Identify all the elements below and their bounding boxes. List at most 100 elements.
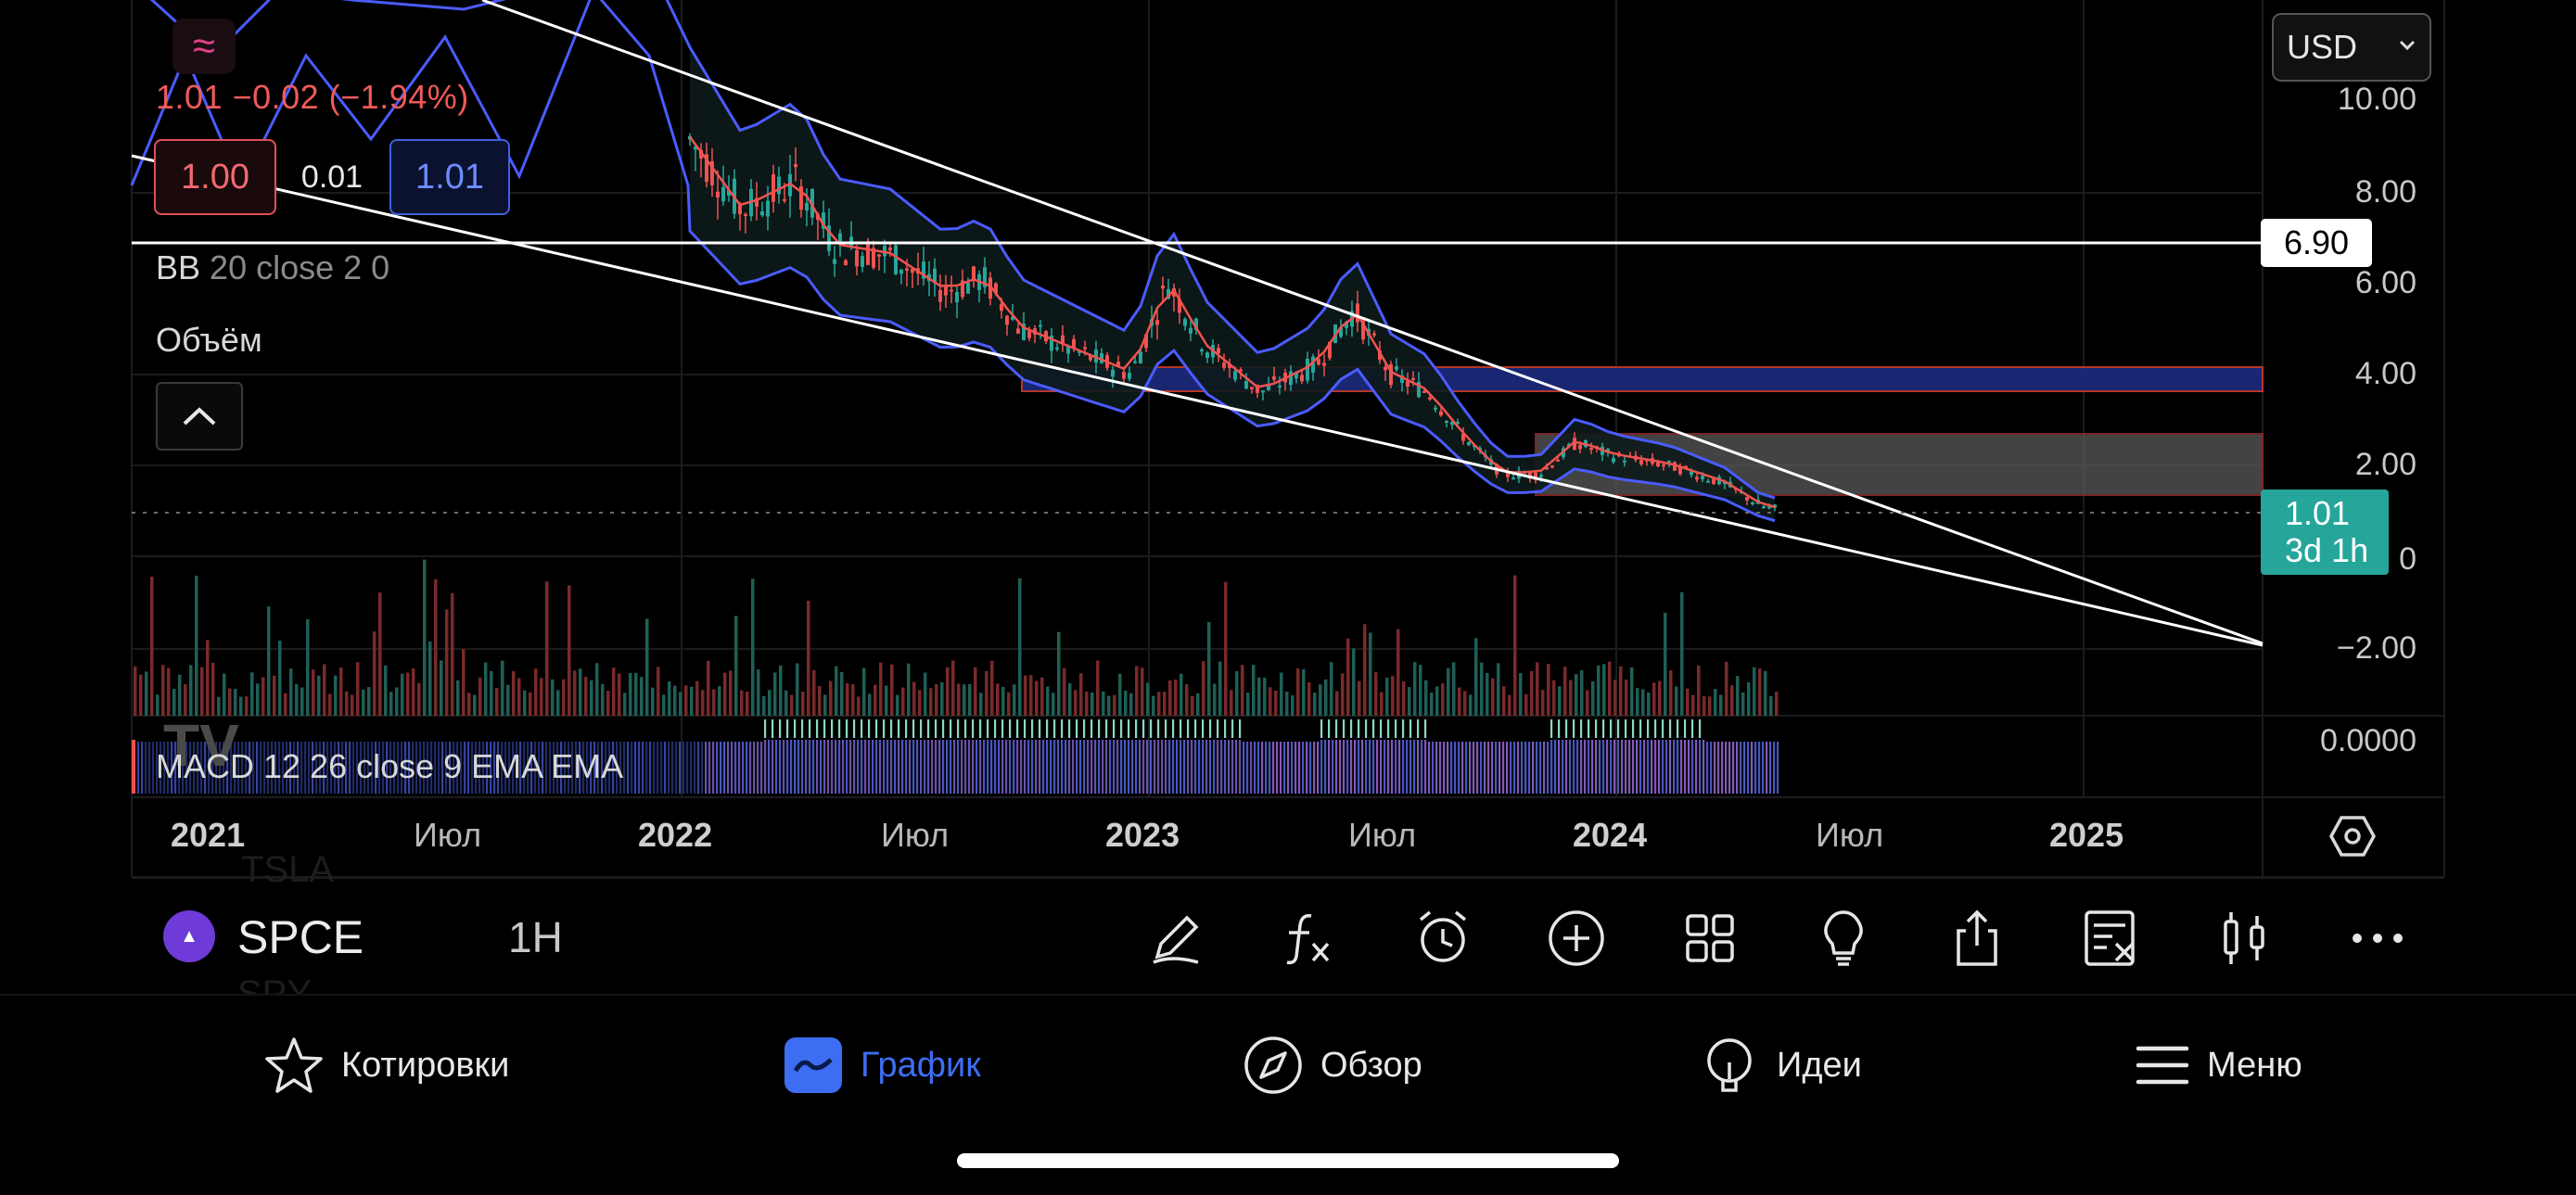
macd-signal-bar: [1610, 719, 1613, 738]
horizontal-line-price-tag[interactable]: 6.90: [2261, 219, 2372, 267]
symbol-legend-icon[interactable]: ≈: [172, 19, 236, 74]
volume-bar: [618, 673, 621, 716]
macd-signal-bar: [942, 719, 945, 738]
volume-bar: [573, 670, 577, 716]
candle-body: [1022, 324, 1026, 340]
volume-bar: [245, 696, 249, 716]
macd-bar: [1602, 740, 1605, 794]
macd-bar: [564, 742, 567, 794]
macd-bar: [805, 740, 808, 794]
macd-bar: [1328, 740, 1331, 794]
macd-bar: [749, 742, 752, 794]
trendline-upper[interactable]: [481, 0, 2264, 645]
volume-bar: [1257, 677, 1261, 716]
macd-bar: [156, 742, 159, 794]
volume-bar: [462, 649, 465, 716]
time-tick: 2022: [638, 816, 713, 854]
macd-bar: [1621, 740, 1624, 794]
macd-bar: [883, 740, 886, 794]
volume-bar: [1141, 667, 1144, 716]
time-tick: 2025: [2049, 816, 2124, 854]
candle-body: [1267, 384, 1270, 390]
volume-bar: [1313, 693, 1317, 716]
macd-signal-bar: [1343, 719, 1345, 738]
function-icon[interactable]: [1278, 907, 1341, 970]
pencil-icon[interactable]: [1144, 907, 1207, 970]
candle-body: [1311, 356, 1315, 374]
interval-button[interactable]: 1H: [508, 913, 563, 961]
chevron-up-icon: [183, 407, 216, 426]
time-tick: 2021: [171, 816, 246, 854]
macd-bar: [601, 742, 604, 794]
volume-bar: [963, 684, 966, 716]
home-indicator[interactable]: [957, 1153, 1619, 1168]
macd-bar: [141, 742, 144, 794]
macd-bar: [924, 740, 926, 794]
share-icon[interactable]: [1945, 907, 2009, 970]
candle-body: [922, 261, 925, 279]
bb-indicator-label[interactable]: BB 20 close 2 0: [156, 248, 389, 287]
macd-signal-bar: [1625, 719, 1627, 738]
macd-bar: [1773, 742, 1776, 794]
volume-bar: [317, 675, 321, 716]
volume-bar: [1057, 631, 1061, 716]
candle-body: [727, 189, 731, 196]
volume-bar: [495, 688, 499, 716]
volume-bar: [139, 674, 143, 716]
volume-bar: [1691, 694, 1695, 716]
macd-bar: [1265, 742, 1268, 794]
candle-body: [794, 163, 797, 168]
symbol-logo[interactable]: ▲: [163, 910, 215, 962]
candle-body: [1695, 477, 1699, 480]
grid-icon[interactable]: [1678, 907, 1741, 970]
star-icon: [265, 1037, 323, 1093]
bar-countdown: 3d 1h: [2285, 531, 2369, 569]
sell-price-button[interactable]: 1.00: [154, 139, 276, 215]
macd-signal-bar: [1001, 719, 1004, 738]
buy-price-button[interactable]: 1.01: [389, 139, 510, 215]
macd-bar: [1469, 742, 1472, 794]
macd-signal-bar: [1328, 719, 1331, 738]
macd-bar: [267, 742, 270, 794]
volume-bar: [512, 671, 516, 716]
candle-body: [1300, 375, 1304, 382]
add-icon[interactable]: [1545, 907, 1608, 970]
volume-bar: [1680, 591, 1684, 716]
candle-body: [961, 280, 964, 298]
alarm-icon[interactable]: [1411, 907, 1474, 970]
chart-settings-icon[interactable]: [2329, 814, 2376, 858]
trendline-lower[interactable]: [131, 154, 2264, 647]
currency-select[interactable]: USD: [2272, 13, 2431, 82]
nav-overview[interactable]: Обзор: [1243, 1033, 1422, 1098]
macd-signal-bar: [1699, 719, 1702, 738]
macd-bar: [1013, 740, 1015, 794]
lightbulb-icon[interactable]: [1812, 907, 1875, 970]
nav-ideas[interactable]: Идеи: [1699, 1033, 1862, 1098]
volume-bar: [1491, 678, 1495, 716]
symbol-name[interactable]: SPCE: [237, 911, 364, 963]
volume-bar: [1458, 687, 1461, 716]
macd-indicator-label[interactable]: MACD 12 26 close 9 EMA EMA: [156, 747, 624, 785]
nav-quotes[interactable]: Котировки: [263, 1033, 509, 1098]
nav-menu[interactable]: Меню: [2135, 1033, 2302, 1098]
macd-bar: [1217, 740, 1219, 794]
collapse-legend-button[interactable]: [156, 382, 243, 451]
macd-bar: [1517, 742, 1520, 794]
more-icon[interactable]: [2346, 907, 2409, 970]
object-tree-icon[interactable]: [2079, 907, 2142, 970]
volume-bar: [345, 691, 349, 716]
candle-body: [1061, 335, 1065, 343]
macd-bar: [1432, 742, 1435, 794]
candles-icon[interactable]: [2213, 907, 2276, 970]
volume-bar: [1647, 693, 1651, 716]
macd-bar: [1717, 742, 1720, 794]
candle-body: [1662, 464, 1665, 467]
volume-indicator-label[interactable]: Объём: [156, 321, 262, 359]
candle-body: [1445, 421, 1448, 424]
macd-bar: [453, 742, 455, 794]
candle-body: [1528, 472, 1532, 478]
nav-chart[interactable]: График: [783, 1033, 981, 1098]
macd-signal-bar: [898, 719, 900, 738]
